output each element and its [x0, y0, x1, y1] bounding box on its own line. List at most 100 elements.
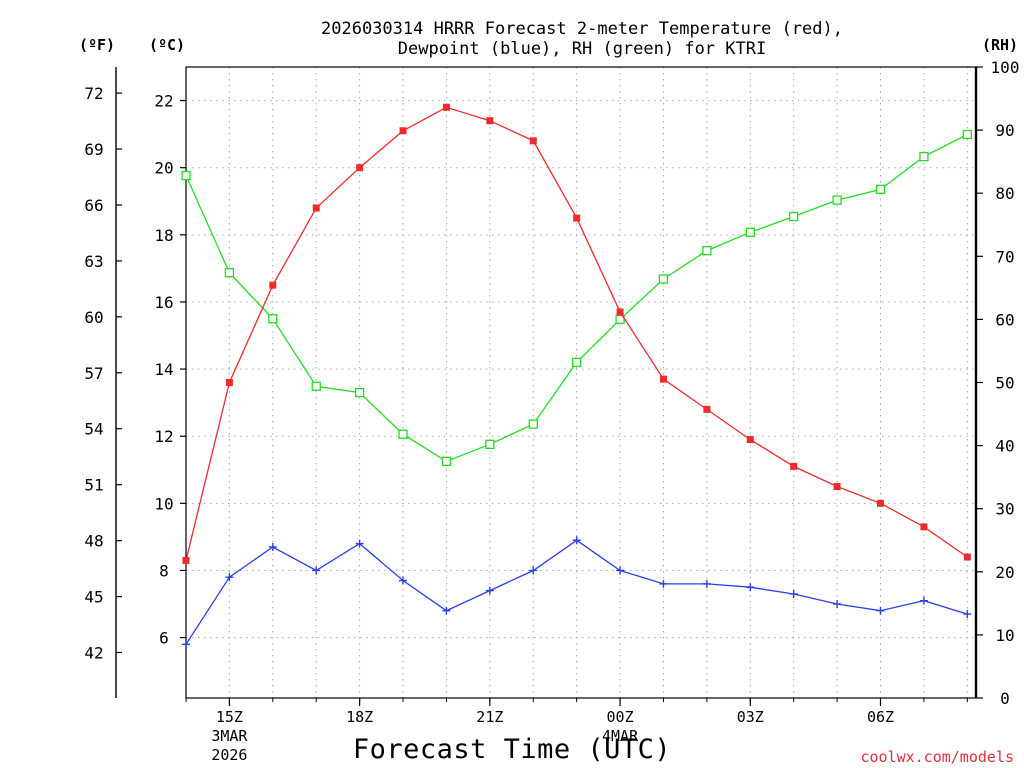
x-tick-label: 06Z: [867, 708, 894, 726]
fahrenheit-tick-label: 45: [84, 588, 103, 607]
temperature-point: [616, 308, 624, 316]
dewpoint-point: [485, 586, 494, 595]
dewpoint-point: [442, 606, 451, 615]
dewpoint-point: [399, 576, 408, 585]
x-tick-date-label: 4MAR: [602, 727, 639, 745]
celsius-tick-label: 22: [154, 92, 173, 111]
x-tick-year-label: 2026: [211, 746, 247, 764]
gridlines: [186, 67, 976, 698]
rh-tick-label: 50: [995, 374, 1014, 393]
rh-point: [658, 274, 669, 284]
rh-tick-label: 70: [995, 247, 1014, 266]
temperature-point: [920, 523, 928, 531]
temperature-point: [225, 379, 233, 386]
fahrenheit-tick-label: 54: [84, 420, 103, 439]
rh-point: [311, 381, 321, 391]
plot-area-frame: [185, 66, 977, 699]
celsius-tick-label: 20: [154, 159, 173, 178]
fahrenheit-tick-label: 48: [84, 532, 103, 551]
rh-point: [224, 268, 235, 278]
fahrenheit-tick-label: 63: [84, 252, 103, 271]
temperature-point: [963, 553, 971, 561]
rh-point: [354, 387, 365, 398]
fahrenheit-tick-label: 69: [84, 140, 103, 159]
rh-point: [485, 439, 495, 449]
x-tick-label: 18Z: [346, 708, 373, 726]
temperature-point: [790, 462, 798, 470]
rh-tick-label: 100: [991, 58, 1020, 77]
temperature-point: [573, 214, 581, 222]
rh-point: [789, 211, 799, 222]
credit-link[interactable]: coolwx.com/models: [860, 748, 1014, 766]
temperature-point: [399, 127, 407, 135]
temperature-point: [356, 164, 364, 172]
temperature-point: [529, 137, 537, 145]
temperature-point: [182, 556, 190, 564]
axes: 6 8 10 12 14 16 18 20 22 42 45 48 51 54 57 60 63 66 69 72 0 1…: [84, 58, 1019, 764]
dewpoint-point: [746, 583, 755, 592]
fahrenheit-tick-label: 57: [84, 364, 103, 383]
fahrenheit-tick-label: 66: [84, 196, 103, 215]
rh-tick-label: 30: [995, 500, 1014, 519]
fahrenheit-tick-label: 60: [84, 308, 103, 327]
temperature-point: [877, 499, 885, 507]
dewpoint-point: [963, 610, 972, 619]
chart-title-line-2: Dewpoint (blue), RH (green) for KTRI: [398, 39, 766, 59]
rh-tick-label: 10: [995, 626, 1014, 645]
rh-point: [919, 151, 929, 162]
rh-point: [832, 195, 842, 205]
dewpoint-point: [312, 566, 321, 575]
temperature-point: [442, 103, 450, 111]
temperature-point: [486, 117, 494, 125]
celsius-tick-label: 14: [154, 360, 173, 379]
celsius-tick-label: 8: [159, 561, 169, 580]
fahrenheit-tick-label: 42: [84, 644, 103, 663]
dewpoint-point: [182, 640, 190, 649]
dewpoint-point: [355, 539, 364, 548]
rh-tick-label: 0: [1000, 689, 1010, 708]
rh-point: [268, 314, 278, 324]
rh-point: [398, 429, 408, 439]
dewpoint-point: [268, 542, 277, 551]
x-tick-label: 15Z: [216, 708, 243, 726]
celsius-tick-label: 12: [154, 427, 173, 446]
temperature-point: [312, 204, 320, 212]
temperature-point: [659, 375, 667, 383]
celsius-tick-label: 10: [154, 494, 173, 513]
x-tick-date-label: 3MAR: [211, 727, 248, 745]
rh-tick-label: 60: [995, 310, 1014, 329]
rh-tick-label: 20: [995, 563, 1014, 582]
dewpoint-point: [572, 536, 581, 545]
temperature-point: [703, 405, 711, 413]
rh-tick-label: 90: [995, 121, 1014, 140]
dewpoint-line: [185, 539, 968, 645]
series: [181, 103, 972, 649]
dewpoint-point: [833, 600, 842, 609]
dewpoint-point: [616, 566, 625, 575]
chart-title-line-1: 2026030314 HRRR Forecast 2-meter Tempera…: [321, 19, 843, 39]
fahrenheit-tick-label: 51: [84, 476, 103, 495]
rh-point: [528, 419, 538, 429]
celsius-tick-label: 18: [154, 226, 173, 245]
fahrenheit-tick-label: 72: [84, 84, 103, 103]
temperature-point: [269, 281, 277, 289]
fahrenheit-unit-label: (ºF): [79, 36, 115, 54]
rh-point: [572, 357, 582, 367]
dewpoint-point: [659, 579, 668, 588]
x-tick-label: 21Z: [476, 708, 503, 726]
dewpoint-point: [789, 589, 798, 598]
dewpoint-point: [702, 579, 711, 588]
x-axis-title: Forecast Time (UTC): [353, 734, 671, 765]
x-tick-label: 03Z: [737, 708, 764, 726]
celsius-tick-label: 6: [159, 629, 169, 648]
rh-line: [185, 133, 968, 463]
rh-point: [181, 170, 191, 181]
rh-point: [441, 456, 452, 467]
dewpoint-point: [225, 573, 234, 582]
celsius-tick-label: 16: [154, 293, 173, 312]
rh-point: [875, 184, 886, 195]
celsius-unit-label: (ºC): [149, 36, 185, 54]
temperature-point: [746, 436, 754, 444]
rh-unit-label: (RH): [982, 36, 1018, 54]
